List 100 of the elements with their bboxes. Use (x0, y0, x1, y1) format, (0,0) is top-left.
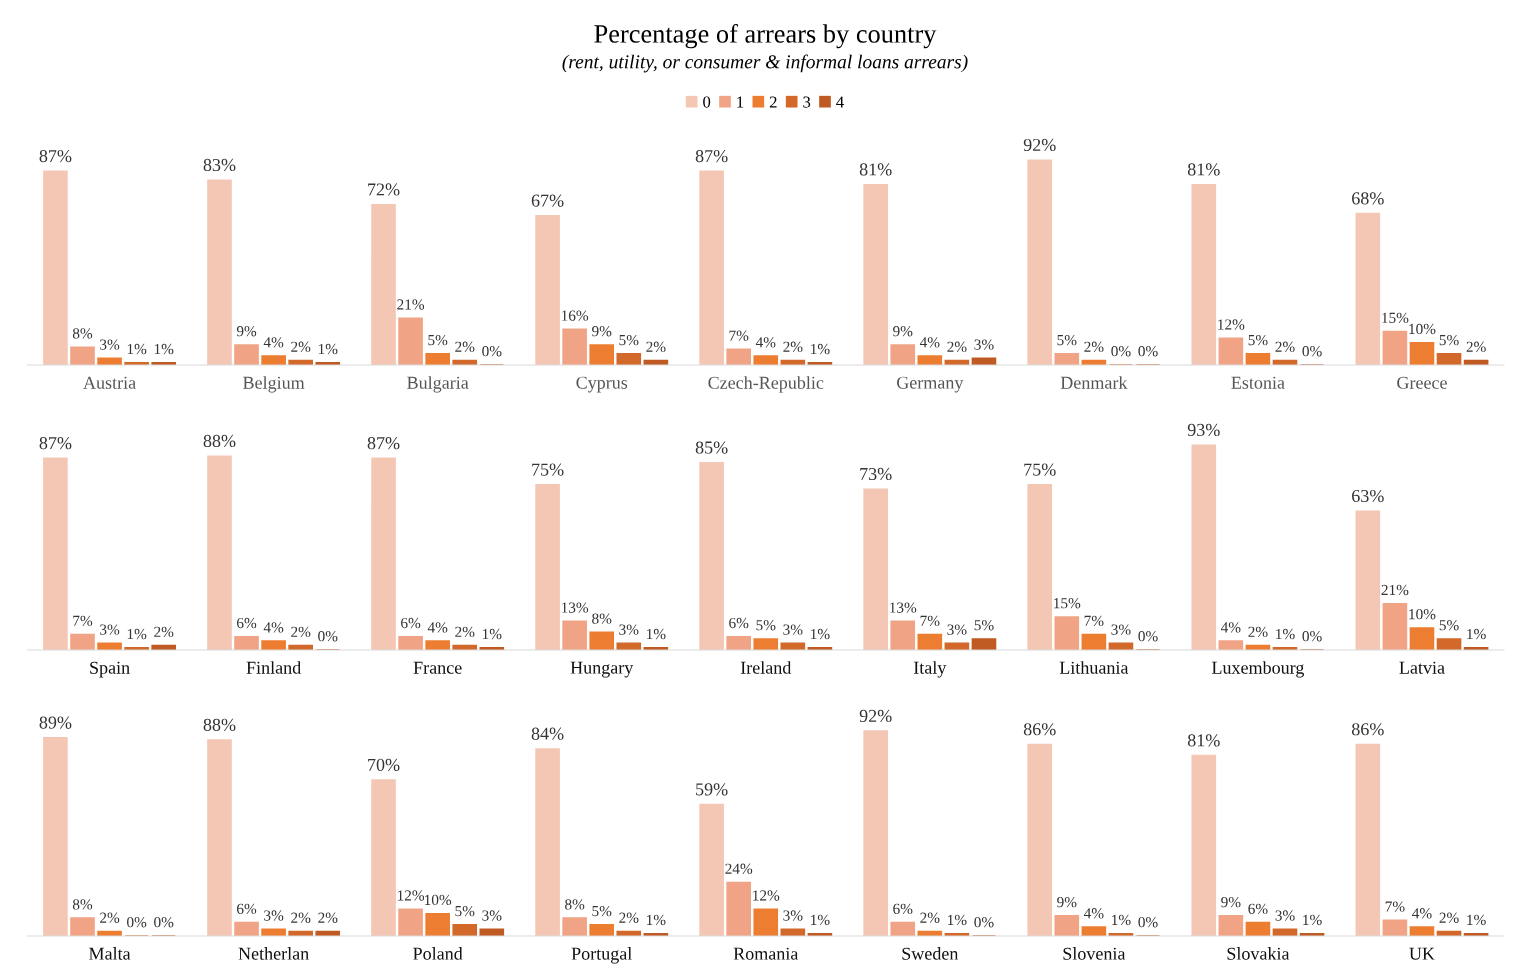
x-tick-label: Romania (733, 947, 799, 960)
x-tick-label: Denmark (1060, 376, 1128, 389)
data-label: 73% (860, 467, 892, 481)
data-label: 2% (783, 341, 803, 352)
data-label: 0% (318, 631, 338, 642)
x-tick-label: Cyprus (576, 376, 628, 393)
x-tick-label: Greece (1397, 376, 1447, 389)
chart-title: Percentage of arrears by country (594, 23, 937, 49)
x-tick-label: Italy (913, 661, 947, 678)
x-tick-label: Estonia (1231, 376, 1285, 389)
data-label: 1% (647, 628, 666, 640)
data-label: 9% (236, 326, 257, 337)
data-label: 12% (753, 890, 780, 901)
data-label: 85% (695, 441, 728, 454)
data-label: 5% (592, 905, 612, 917)
data-label: 4% (263, 622, 284, 633)
data-label: 2% (291, 626, 311, 637)
data-label: 86% (1023, 723, 1056, 736)
data-label: 67% (531, 194, 564, 207)
data-label: 2% (646, 341, 666, 352)
data-label: 81% (859, 163, 892, 176)
data-label: 4% (1220, 622, 1241, 633)
data-label: 5% (756, 620, 776, 631)
data-label: 0% (1138, 346, 1158, 357)
x-tick-label: Sweden (902, 947, 959, 960)
legend-label: 2 (769, 96, 777, 108)
x-tick-label: Bulgaria (407, 376, 469, 393)
x-tick-label: Lithuania (1059, 661, 1129, 674)
data-label: 93% (1187, 423, 1220, 437)
data-label: 1% (482, 628, 502, 640)
data-label: 5% (619, 334, 639, 346)
data-label: 13% (890, 602, 917, 613)
data-label: 3% (100, 624, 120, 635)
data-label: 2% (947, 341, 967, 352)
data-label: 3% (264, 910, 284, 921)
data-label: 2% (318, 912, 338, 923)
data-label: 3% (482, 910, 502, 921)
data-label: 21% (397, 299, 425, 310)
data-label: 5% (974, 620, 994, 631)
data-label: 89% (39, 716, 72, 729)
data-label: 9% (1221, 896, 1241, 908)
data-label: 2% (1466, 341, 1486, 352)
chart-subtitle: (rent, utility, or consumer & informal loans arrears) (562, 54, 968, 73)
data-label: 3% (947, 624, 967, 635)
data-label: 5% (455, 905, 475, 917)
data-label: 1% (127, 628, 147, 640)
data-label: 2% (291, 341, 311, 352)
data-label: 86% (1351, 723, 1384, 736)
data-label: 2% (455, 341, 475, 352)
data-label: 0% (1138, 631, 1158, 642)
x-tick-label: Netherlan (238, 947, 309, 960)
data-label: 75% (532, 463, 564, 476)
data-label: 21% (1381, 584, 1409, 596)
data-label: 68% (1352, 192, 1384, 205)
data-label: 10% (425, 894, 452, 906)
data-label: 1% (811, 343, 830, 355)
data-label: 7% (1084, 615, 1104, 626)
data-label: 6% (893, 903, 913, 915)
data-label: 63% (1352, 489, 1384, 503)
data-label: 7% (920, 615, 940, 626)
x-tick-label: Slovakia (1227, 947, 1290, 960)
data-label: 5% (1439, 334, 1459, 346)
data-label: 81% (1187, 734, 1220, 747)
data-label: 9% (592, 326, 612, 337)
data-label: 1% (1467, 628, 1486, 640)
data-label: 5% (1439, 620, 1459, 631)
data-label: 7% (729, 330, 749, 341)
data-label: 4% (1412, 908, 1432, 919)
x-tick-label: France (413, 661, 462, 674)
data-label: 6% (1248, 903, 1268, 915)
data-label: 1% (1303, 914, 1322, 926)
data-label: 4% (919, 337, 940, 348)
legend-label: 1 (737, 96, 744, 108)
data-label: 3% (783, 624, 803, 635)
x-tick-label: Hungary (570, 661, 634, 678)
data-label: 10% (1409, 323, 1436, 335)
data-label: 6% (401, 617, 421, 629)
data-label: 9% (893, 326, 913, 337)
data-label: 1% (127, 343, 147, 355)
data-label: 83% (203, 158, 236, 172)
data-label: 0% (974, 917, 994, 928)
data-label: 87% (695, 149, 728, 163)
x-tick-label: Latvia (1399, 661, 1445, 674)
data-label: 5% (1248, 334, 1268, 346)
data-label: 2% (154, 626, 174, 637)
data-label: 3% (619, 624, 639, 635)
data-label: 87% (367, 437, 400, 450)
x-tick-label: Finland (246, 661, 301, 674)
data-label: 2% (920, 912, 940, 923)
x-tick-label: Malta (89, 947, 131, 960)
data-label: 3% (974, 339, 994, 350)
data-label: 15% (1054, 598, 1081, 609)
data-label: 4% (263, 337, 284, 348)
data-label: 1% (1276, 628, 1295, 640)
data-label: 2% (1275, 341, 1295, 352)
x-tick-label: Spain (90, 661, 130, 678)
x-tick-label: Slovenia (1063, 947, 1126, 960)
x-tick-label: Poland (413, 947, 463, 960)
data-label: 10% (1409, 609, 1436, 620)
data-label: 2% (291, 912, 311, 923)
